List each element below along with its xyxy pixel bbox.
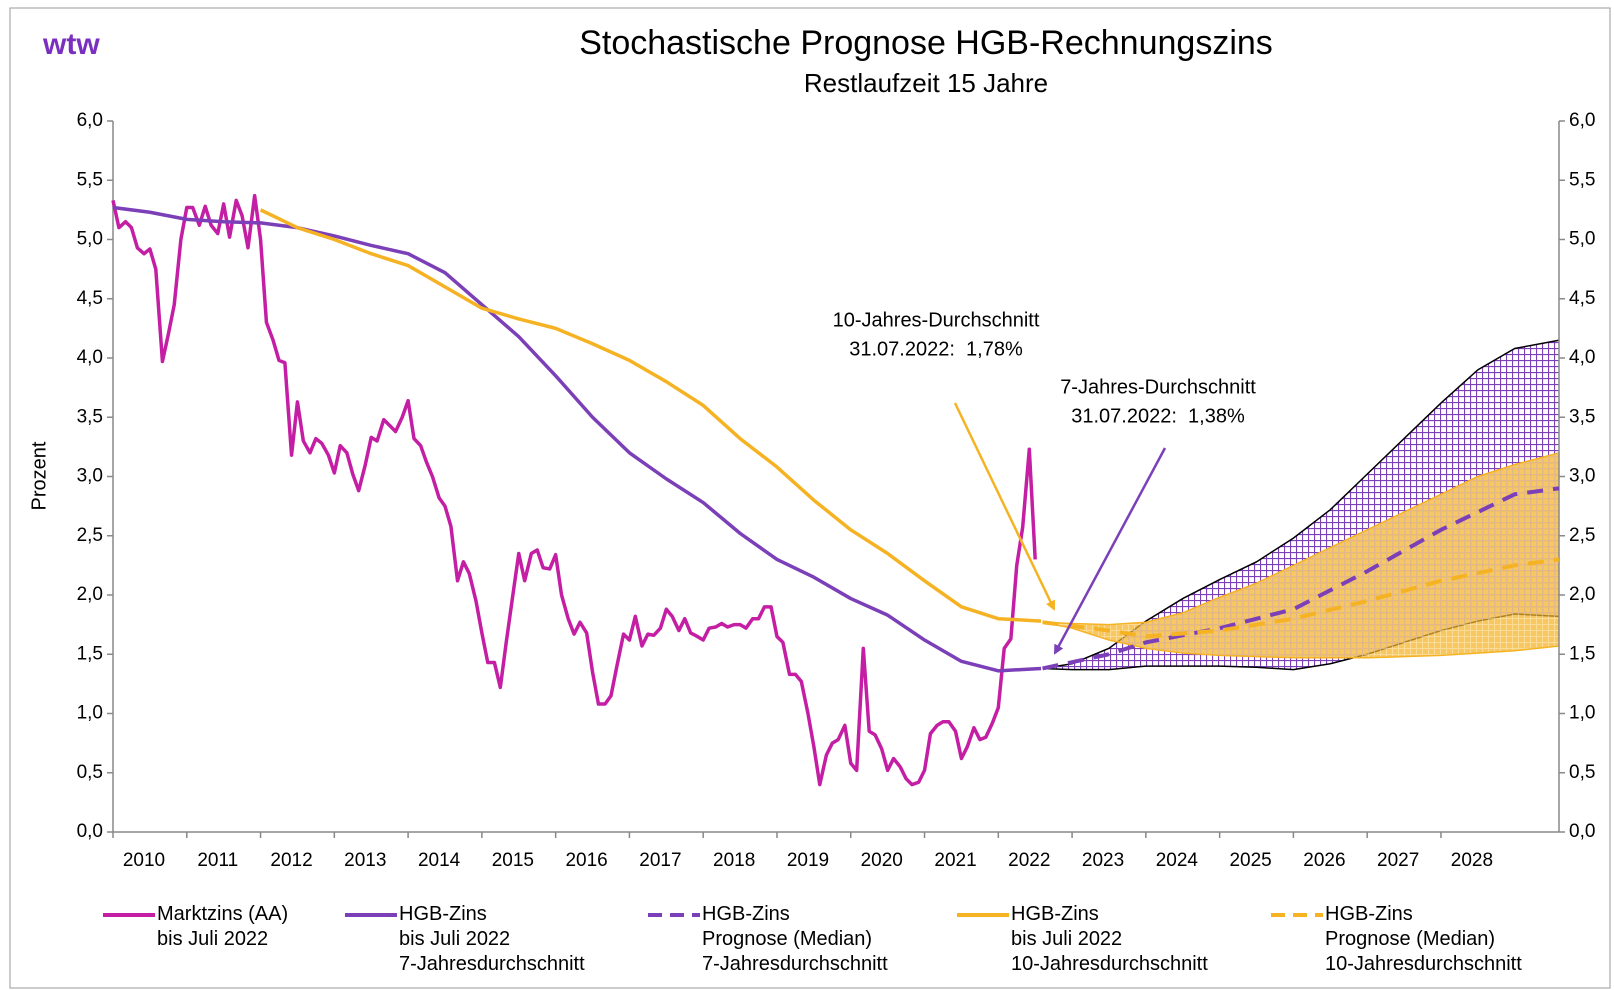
x-tick-label: 2027 (1377, 850, 1419, 871)
y-axis-label: Prozent (28, 441, 50, 510)
y2-tick-label: 4,5 (1569, 288, 1595, 309)
band-edge (1042, 452, 1560, 626)
y-tick-label: 4,0 (77, 347, 103, 368)
y2-tick-label: 3,5 (1569, 406, 1595, 427)
x-tick-label: 2011 (197, 850, 238, 871)
x-tick-label: 2017 (639, 850, 681, 871)
annotation-arrow (953, 402, 1056, 611)
series-line (112, 205, 1042, 673)
x-tick-label: 2012 (270, 850, 312, 871)
x-tick-label: 2024 (1156, 850, 1199, 871)
x-tick-label: 2013 (344, 850, 386, 871)
y-tick-label: 0,0 (77, 821, 103, 842)
annotation-text: 31.07.2022: 1,38% (1071, 405, 1245, 427)
logo: wtw (42, 28, 100, 61)
y-tick-label: 4,5 (77, 288, 103, 309)
y-tick-label: 5,5 (77, 169, 103, 190)
x-tick-label: 2021 (934, 850, 976, 871)
frame (9, 7, 1611, 989)
legend-label: HGB-Zins bis Juli 2022 10-Jahresdurchsch… (1011, 903, 1208, 975)
annotation-text: 10-Jahres-Durchschnitt (833, 309, 1040, 331)
y-tick-label: 0,5 (77, 762, 103, 783)
y-tick-label: 2,5 (77, 525, 103, 546)
y2-tick-label: 5,0 (1569, 229, 1595, 250)
y-tick-label: 6,0 (77, 110, 103, 131)
y-tick-label: 3,5 (77, 406, 103, 427)
y-tick-label: 2,0 (77, 584, 103, 605)
y-tick-label: 1,0 (77, 703, 103, 724)
x-tick-label: 2022 (1008, 850, 1050, 871)
series-line (111, 193, 1037, 787)
x-tick-label: 2015 (492, 850, 534, 871)
x-tick-label: 2010 (123, 850, 165, 871)
y2-tick-label: 2,0 (1569, 584, 1595, 605)
x-tick-label: 2028 (1451, 850, 1493, 871)
band-edge (1042, 621, 1560, 659)
series-line (259, 208, 1042, 623)
x-tick-label: 2019 (787, 850, 829, 871)
chart-title: Stochastische Prognose HGB-Rechnungszins (579, 24, 1273, 62)
annotation-text: 31.07.2022: 1,78% (849, 338, 1023, 360)
x-tick-label: 2023 (1082, 850, 1124, 871)
series-line (1042, 486, 1560, 671)
x-tick-label: 2025 (1229, 850, 1271, 871)
y-tick-label: 3,0 (77, 466, 103, 487)
y2-tick-label: 2,5 (1569, 525, 1595, 546)
forecast-band (1042, 452, 1559, 658)
y2-tick-label: 3,0 (1569, 466, 1595, 487)
y2-tick-label: 4,0 (1569, 347, 1595, 368)
y2-tick-label: 6,0 (1569, 110, 1595, 131)
x-tick-label: 2018 (713, 850, 755, 871)
x-tick-label: 2016 (565, 850, 607, 871)
legend-label: Marktzins (AA) bis Juli 2022 (157, 903, 289, 950)
legend-label: HGB-Zins Prognose (Median) 10-Jahresdurc… (1325, 903, 1522, 975)
annotation-text: 7-Jahres-Durchschnitt (1060, 376, 1256, 398)
y-tick-label: 1,5 (77, 643, 103, 664)
x-tick-label: 2026 (1303, 850, 1345, 871)
legend-label: HGB-Zins Prognose (Median) 7-Jahresdurch… (702, 903, 888, 975)
chart-subtitle: Restlaufzeit 15 Jahre (804, 68, 1048, 98)
y2-tick-label: 1,5 (1569, 643, 1595, 664)
annotation-arrow (1053, 447, 1167, 655)
y2-tick-label: 1,0 (1569, 703, 1595, 724)
legend-label: HGB-Zins bis Juli 2022 7-Jahresdurchschn… (399, 903, 585, 975)
x-tick-label: 2020 (861, 850, 903, 871)
y-tick-label: 5,0 (77, 229, 103, 250)
y2-tick-label: 0,0 (1569, 821, 1595, 842)
x-tick-label: 2014 (418, 850, 461, 871)
y2-tick-label: 5,5 (1569, 169, 1595, 190)
y2-tick-label: 0,5 (1569, 762, 1595, 783)
series-line (1042, 557, 1560, 639)
